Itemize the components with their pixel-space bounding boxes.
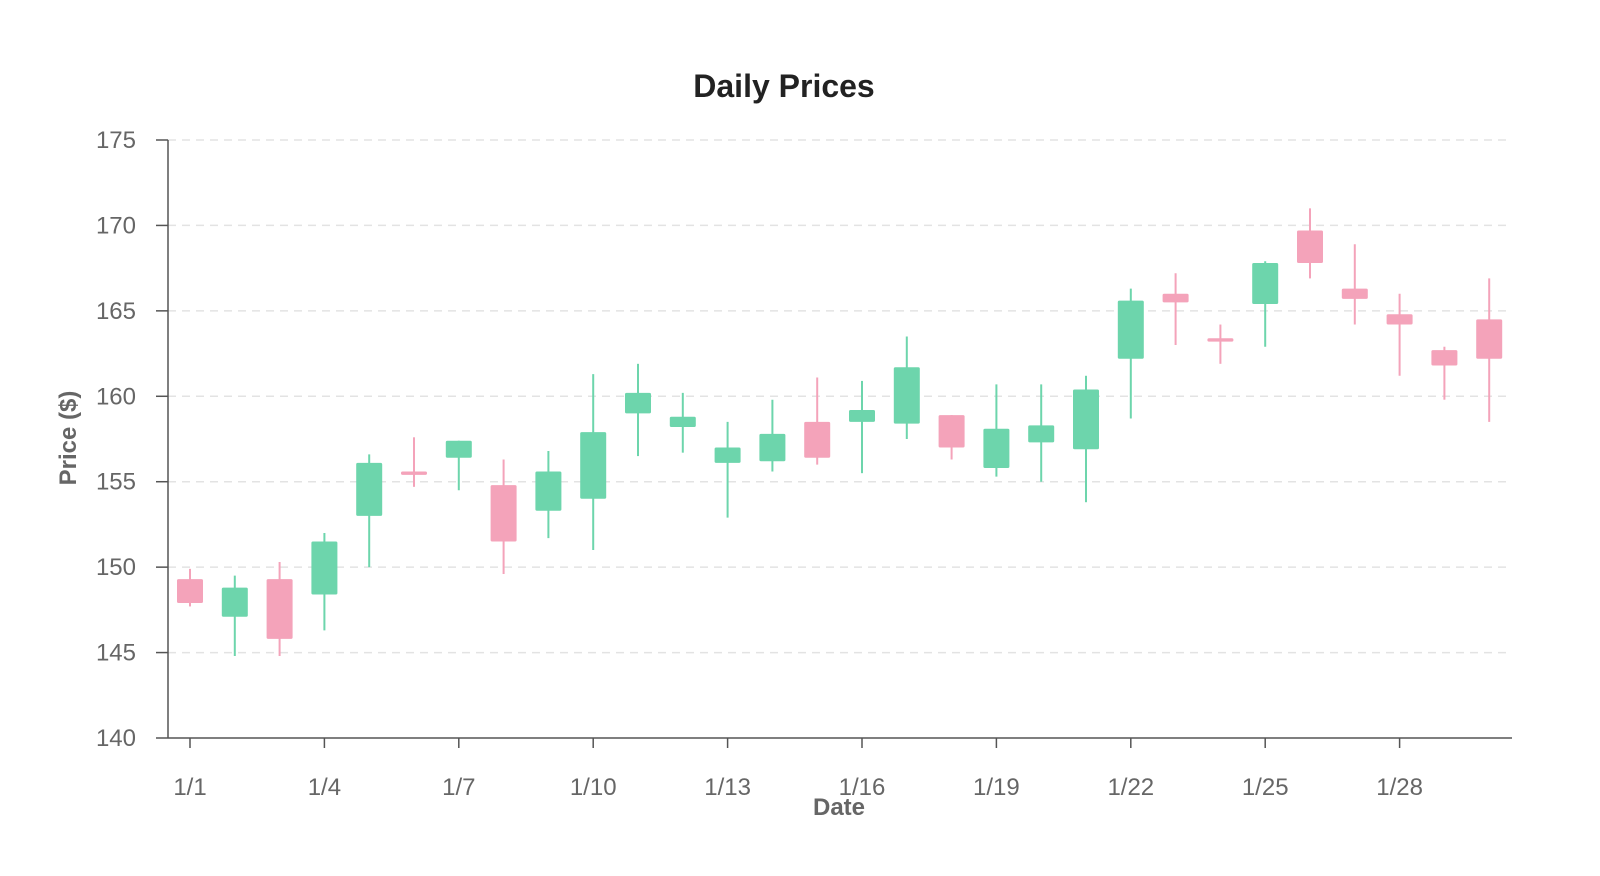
chart-title: Daily Prices	[693, 68, 874, 104]
candle	[1028, 384, 1055, 482]
x-tick-label: 1/28	[1376, 774, 1423, 801]
candle-body	[1117, 300, 1144, 359]
candle	[893, 336, 920, 439]
candle-body	[1028, 425, 1055, 443]
candle-body	[938, 415, 965, 448]
candle	[669, 392, 696, 453]
candle-body	[714, 447, 741, 463]
candle	[1252, 261, 1279, 347]
candle-body	[1162, 293, 1189, 303]
candle-body	[759, 433, 786, 462]
candle-body	[1252, 263, 1279, 305]
x-tick-label: 1/4	[308, 774, 341, 801]
axis-layer	[167, 140, 1512, 739]
candle-body	[1476, 319, 1503, 359]
candle	[804, 377, 831, 465]
y-axis-label: Price ($)	[55, 391, 82, 486]
candle	[849, 380, 875, 474]
candle-body	[356, 462, 383, 516]
candle-body	[311, 541, 338, 595]
y-tick-label: 170	[96, 212, 136, 239]
candle	[1117, 288, 1144, 419]
candle	[1476, 278, 1503, 422]
x-tick-label: 1/13	[704, 774, 751, 801]
candle	[625, 363, 651, 457]
candle	[983, 384, 1010, 477]
candle	[177, 568, 203, 607]
candle	[759, 399, 786, 472]
candle	[1341, 244, 1368, 325]
candle-body	[266, 579, 293, 639]
candle-body	[580, 432, 607, 499]
candle-body	[625, 392, 651, 414]
y-tick-label: 145	[96, 640, 136, 667]
x-tick-label: 1/1	[173, 774, 206, 801]
candle-body	[1341, 288, 1368, 299]
candle-body	[221, 587, 248, 617]
candles	[177, 208, 1503, 656]
candle	[1386, 293, 1413, 376]
candle-body	[804, 421, 831, 458]
y-tick-label: 150	[96, 554, 136, 581]
candle-body	[1386, 314, 1413, 325]
candle	[490, 459, 517, 574]
y-tick-label: 155	[96, 469, 136, 496]
candle	[445, 440, 472, 491]
x-tick-label: 1/7	[442, 774, 475, 801]
candle-body	[1297, 230, 1323, 264]
x-ticks: 1/1 1/4 1/7 1/10 1/13 1/16 1/19 1/22 1/25 1/28	[173, 738, 1423, 801]
y-tick-label: 140	[96, 725, 136, 752]
candle	[311, 532, 338, 631]
candle	[714, 421, 741, 518]
x-axis-label: Date	[813, 794, 865, 821]
candle	[1073, 375, 1099, 503]
candle-body	[535, 471, 562, 511]
y-tick-label: 165	[96, 298, 136, 325]
y-tick-label: 160	[96, 383, 136, 410]
x-tick-label: 1/22	[1107, 774, 1154, 801]
candle-body	[669, 416, 696, 428]
candle-body	[401, 471, 427, 475]
candle-body	[177, 579, 203, 604]
y-tick-label: 175	[96, 127, 136, 154]
candle	[580, 374, 607, 551]
candle-body	[445, 440, 472, 458]
candle	[1207, 324, 1234, 364]
candle-body	[893, 367, 920, 424]
candle-body	[983, 428, 1010, 469]
x-tick-label: 1/25	[1242, 774, 1289, 801]
grid-layer	[168, 139, 1512, 654]
candle	[1162, 273, 1189, 346]
x-tick-label: 1/16	[839, 774, 886, 801]
x-tick-label: 1/10	[570, 774, 617, 801]
candle	[221, 575, 248, 656]
candle	[401, 437, 427, 487]
y-ticks: 140 145 150 155 160 165 170 175	[96, 127, 168, 752]
candle	[356, 454, 383, 568]
candle	[938, 415, 965, 460]
candle-body	[849, 409, 875, 422]
candle-body	[1431, 350, 1458, 366]
candle	[1297, 208, 1323, 279]
x-tick-label: 1/19	[973, 774, 1020, 801]
candle	[266, 562, 293, 656]
candle-body	[490, 485, 517, 542]
candle	[1431, 346, 1458, 400]
candle-body	[1207, 338, 1234, 342]
candle	[535, 450, 562, 539]
candle-body	[1073, 389, 1099, 450]
